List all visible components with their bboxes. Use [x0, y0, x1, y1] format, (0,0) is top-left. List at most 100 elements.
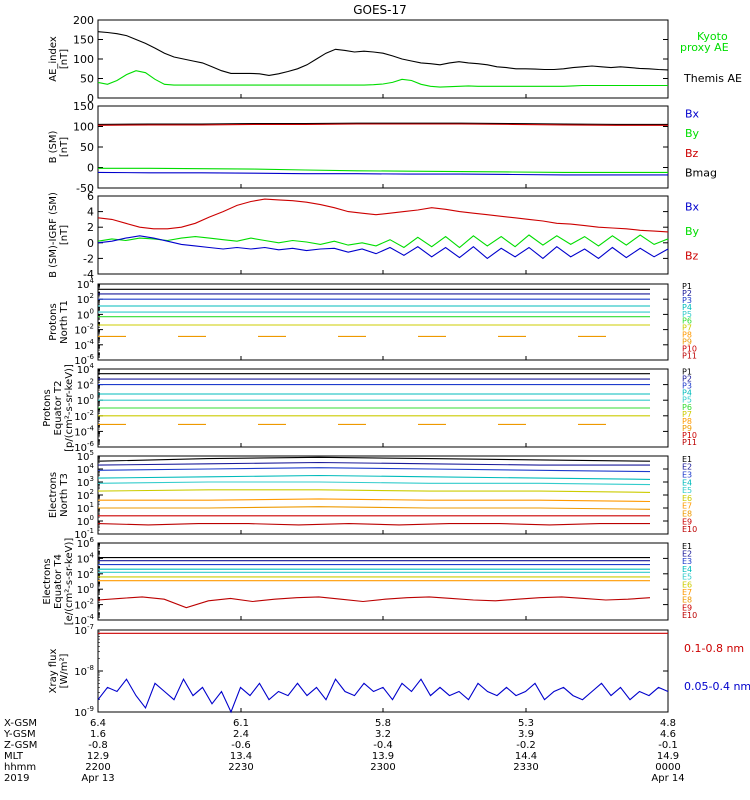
- ephemeris-value: 5.3: [518, 718, 534, 729]
- legend-entry: E4: [682, 478, 692, 487]
- ephemeris-value: 2230: [228, 762, 253, 773]
- legend-entry: Bz: [685, 147, 699, 160]
- y-axis-label: North T3: [59, 473, 70, 517]
- y-tick-label: 100: [77, 582, 94, 596]
- y-axis-label: Protons: [48, 303, 59, 340]
- ephemeris-value: 3.2: [375, 729, 391, 740]
- y-tick-label: 100: [73, 121, 94, 134]
- panel-b_igrf: 6 4 2 0 -2 -4 B (SM)-IGRF (SM) [nT] Bx By Bz: [48, 190, 700, 281]
- ephemeris-row-label: hhmm: [4, 762, 36, 773]
- series-0-05-0-4-nm: [97, 678, 669, 714]
- panel-frame: [97, 542, 669, 621]
- legend-entry: E8: [682, 596, 692, 605]
- y-tick-label: 105: [77, 449, 94, 463]
- legend-entry: E9: [682, 517, 692, 526]
- y-tick-label: 50: [80, 141, 94, 154]
- series-e1: [97, 456, 651, 462]
- ephemeris-value: 4.6: [660, 729, 676, 740]
- y-tick-label: 0: [87, 237, 94, 250]
- ephemeris-value: 0000: [655, 762, 680, 773]
- y-tick-exponent: 2: [90, 567, 94, 575]
- ephemeris-value: 2.4: [233, 729, 249, 740]
- y-tick-label: 104: [77, 462, 95, 476]
- series-themis-ae: [97, 31, 669, 76]
- legend-entry: P8: [682, 417, 692, 426]
- series-e2: [97, 461, 650, 466]
- panel-frame: [97, 105, 669, 189]
- y-tick-exponent: -4: [87, 338, 95, 346]
- ephemeris-value: 12.9: [87, 751, 109, 762]
- y-axis-label: Xray flux: [48, 649, 59, 694]
- y-axis-label: [nT]: [59, 49, 70, 69]
- legend-entry: Bmag: [685, 166, 717, 179]
- ephemeris-value: 14.9: [657, 751, 679, 762]
- legend-entry: E10: [682, 611, 697, 620]
- legend-entry: E8: [682, 509, 692, 518]
- legend-entry: P1: [682, 367, 692, 376]
- series-e7: [98, 498, 651, 503]
- legend-entry: 0.1-0.8 nm: [684, 642, 744, 655]
- ephemeris-value: 6.1: [233, 718, 249, 729]
- y-axis-label: [e/(cm²-s-sr-keV)]: [64, 538, 75, 626]
- legend-entry: E5: [682, 573, 692, 582]
- y-tick-label: 100: [77, 393, 94, 407]
- y-tick-exponent: -2: [87, 598, 94, 606]
- series-e3: [97, 467, 651, 473]
- ephemeris-value: 6.4: [90, 718, 106, 729]
- ephemeris-value: 3.9: [518, 729, 534, 740]
- y-tick-label: 102: [77, 488, 94, 502]
- y-tick-exponent: 3: [90, 475, 94, 483]
- y-axis-label: Electrons: [48, 472, 59, 518]
- y-tick-exponent: -8: [87, 664, 94, 672]
- y-axis-label: [nT]: [59, 137, 70, 157]
- ephemeris-value: -0.1: [658, 740, 678, 751]
- panel-frame: [97, 195, 669, 275]
- legend-entry: Bx: [685, 201, 700, 214]
- y-tick-exponent: 0: [90, 307, 94, 315]
- legend-entry: P4: [682, 389, 692, 398]
- legend-entry: E1: [682, 542, 692, 551]
- series-bmag: [97, 122, 668, 125]
- legend-entry: P7: [682, 324, 692, 333]
- ephemeris-row-label: 2019: [4, 773, 29, 784]
- y-tick-exponent: 4: [90, 277, 95, 285]
- series-e10: [97, 523, 650, 526]
- y-tick-label: 200: [73, 14, 94, 27]
- y-tick-label: 50: [80, 73, 94, 86]
- y-tick-exponent: 2: [90, 292, 94, 300]
- y-axis-label: Equator T4: [53, 554, 64, 609]
- y-tick-exponent: 2: [90, 378, 94, 386]
- legend-entry: By: [685, 127, 700, 140]
- legend-entry: P3: [682, 382, 692, 391]
- y-tick-label: 150: [73, 100, 94, 113]
- legend-entry: P9: [682, 337, 692, 346]
- y-tick-label: 10-2: [74, 598, 94, 612]
- ephemeris-row-label: MLT: [4, 751, 24, 762]
- series-e4: [97, 474, 651, 480]
- legend-entry: E7: [682, 588, 692, 597]
- y-tick-label: 103: [77, 475, 94, 489]
- y-axis-label: [p/(cm²-s-sr-keV)]: [64, 364, 75, 452]
- y-tick-label: 10-2: [74, 409, 94, 423]
- y-axis-label: [W/m²]: [59, 653, 70, 688]
- series-bz: [97, 123, 668, 126]
- legend-entry: E5: [682, 486, 692, 495]
- panel-xray: 10-7 10-8 10-9 Xray flux [W/m²] 0.1-0.8 nm 0.0…: [48, 623, 750, 719]
- ephemeris-value: 5.8: [375, 718, 391, 729]
- y-tick-label: 0: [87, 162, 94, 175]
- y-tick-exponent: -2: [87, 409, 94, 417]
- y-tick-exponent: -9: [87, 705, 94, 713]
- y-tick-exponent: -1: [87, 527, 94, 535]
- legend-entry: E7: [682, 502, 692, 511]
- series-kyoto-proxy-ae: [97, 70, 668, 88]
- y-tick-label: 10-7: [74, 623, 94, 637]
- y-tick-exponent: -4: [87, 424, 95, 432]
- y-tick-exponent: -7: [87, 623, 94, 631]
- legend-entry: E2: [682, 463, 692, 472]
- legend-entry: 0.05-0.4 nm: [684, 680, 750, 693]
